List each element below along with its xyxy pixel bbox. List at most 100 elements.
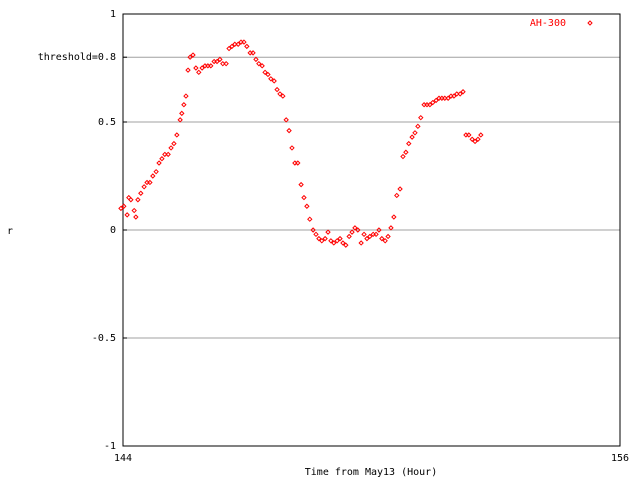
point xyxy=(265,71,271,78)
point xyxy=(133,214,139,220)
y-axis-label: r xyxy=(7,226,13,237)
y-tick-label: 1 xyxy=(110,9,116,20)
point xyxy=(190,52,196,58)
point xyxy=(394,192,400,199)
point xyxy=(223,60,229,67)
point xyxy=(241,39,247,45)
point xyxy=(253,56,259,63)
point xyxy=(174,132,180,138)
y-tick-label: threshold=0.8 xyxy=(38,52,116,63)
point xyxy=(355,227,361,233)
point xyxy=(226,45,232,52)
point xyxy=(199,65,205,71)
point xyxy=(235,41,241,47)
point xyxy=(472,138,478,145)
point xyxy=(364,235,370,242)
point xyxy=(128,197,134,203)
point xyxy=(325,229,331,235)
point xyxy=(412,130,418,136)
point xyxy=(274,86,280,93)
point xyxy=(196,69,202,76)
point xyxy=(217,56,223,63)
point xyxy=(277,91,283,97)
point xyxy=(346,233,352,240)
point xyxy=(268,76,274,82)
point xyxy=(307,216,313,222)
point xyxy=(469,136,475,142)
point xyxy=(250,50,256,56)
point xyxy=(478,132,484,138)
point xyxy=(177,117,183,123)
point xyxy=(397,186,403,192)
point xyxy=(138,190,144,196)
point xyxy=(385,233,391,240)
point xyxy=(256,60,262,67)
point xyxy=(187,54,193,60)
point xyxy=(141,184,147,190)
point xyxy=(118,205,124,212)
point xyxy=(445,95,451,101)
y-tick-label: 0 xyxy=(110,225,116,236)
point xyxy=(304,203,310,209)
point xyxy=(391,214,397,220)
point xyxy=(433,97,439,104)
point xyxy=(150,173,156,179)
point xyxy=(379,235,385,242)
y-tick-label: -0.5 xyxy=(92,333,116,344)
point xyxy=(409,134,415,140)
point xyxy=(147,179,153,186)
point xyxy=(124,212,130,218)
point xyxy=(406,140,412,147)
point xyxy=(153,168,159,175)
point xyxy=(376,227,382,233)
point xyxy=(316,235,322,242)
point xyxy=(185,67,191,73)
point xyxy=(451,93,457,99)
point xyxy=(475,136,481,142)
x-tick-label: 156 xyxy=(611,453,629,464)
point xyxy=(121,203,127,209)
point xyxy=(156,160,162,166)
point xyxy=(322,235,328,242)
point xyxy=(135,197,141,203)
point xyxy=(181,102,187,108)
point xyxy=(286,127,292,134)
point xyxy=(179,110,185,117)
point xyxy=(262,69,268,76)
x-tick-label: 144 xyxy=(114,453,132,464)
point xyxy=(131,207,137,214)
grid xyxy=(123,56,620,339)
point xyxy=(358,240,364,246)
point xyxy=(301,194,307,201)
point xyxy=(418,114,424,121)
point xyxy=(388,225,394,231)
point xyxy=(373,231,379,238)
legend-label: AH-300 xyxy=(530,18,566,29)
point xyxy=(349,229,355,235)
point xyxy=(168,145,174,151)
point xyxy=(159,156,165,162)
point xyxy=(427,102,433,108)
point xyxy=(403,149,409,155)
point xyxy=(352,225,358,231)
point xyxy=(283,117,289,123)
point xyxy=(457,91,463,97)
point xyxy=(367,233,373,240)
point xyxy=(331,240,337,246)
point xyxy=(165,151,171,158)
point xyxy=(310,227,316,233)
point xyxy=(337,235,343,242)
y-tick-label: -1 xyxy=(104,441,116,452)
point xyxy=(280,93,286,99)
point xyxy=(328,238,334,244)
point xyxy=(298,181,304,188)
point xyxy=(415,123,421,130)
point xyxy=(208,63,214,69)
point xyxy=(430,99,436,106)
point xyxy=(229,43,235,50)
point xyxy=(319,238,325,244)
point xyxy=(460,89,466,95)
point xyxy=(183,93,189,99)
point xyxy=(295,160,301,166)
